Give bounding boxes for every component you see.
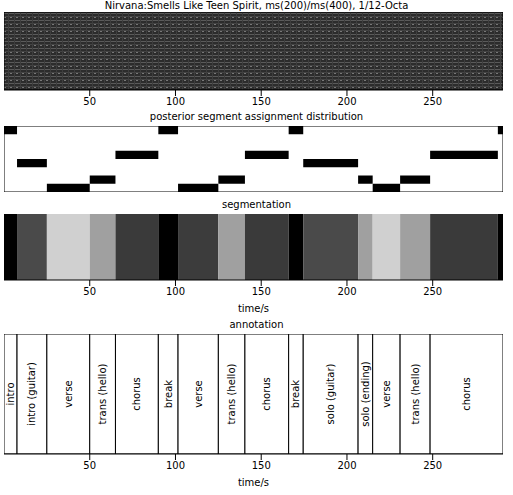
svg-text:trans (hello): trans (hello) — [410, 363, 421, 424]
svg-text:chorus: chorus — [261, 377, 272, 411]
svg-text:200: 200 — [337, 96, 356, 107]
svg-text:intro (guitar): intro (guitar) — [27, 362, 38, 426]
svg-text:intro: intro — [5, 382, 16, 405]
svg-text:chorus: chorus — [131, 377, 142, 411]
svg-text:50: 50 — [83, 286, 96, 297]
svg-text:50: 50 — [83, 460, 96, 471]
svg-text:time/s: time/s — [238, 477, 269, 488]
svg-text:break: break — [163, 380, 174, 409]
svg-text:trans (hello): trans (hello) — [226, 363, 237, 424]
svg-text:200: 200 — [337, 460, 356, 471]
html-text:annotation: annotation — [229, 319, 284, 330]
svg-text:100: 100 — [166, 460, 185, 471]
svg-text:verse: verse — [193, 380, 204, 408]
svg-text:100: 100 — [166, 286, 185, 297]
svg-text:250: 250 — [423, 460, 442, 471]
svg-text:150: 150 — [252, 460, 271, 471]
html-text:posterior segment assignment d: posterior segment assignment distributio… — [149, 111, 364, 122]
svg-text:250: 250 — [423, 96, 442, 107]
svg-text:time/s: time/s — [238, 303, 269, 314]
svg-text:150: 150 — [252, 96, 271, 107]
svg-text:verse: verse — [381, 380, 392, 408]
svg-text:100: 100 — [166, 96, 185, 107]
svg-text:solo (ending): solo (ending) — [360, 361, 371, 427]
svg-text:chorus: chorus — [461, 377, 472, 411]
html-text:Nirvana:Smells Like Teen Spiri: Nirvana:Smells Like Teen Spirit, ms(200)… — [104, 0, 409, 11]
svg-text:trans (hello): trans (hello) — [97, 363, 108, 424]
svg-text:250: 250 — [423, 286, 442, 297]
svg-text:break: break — [290, 380, 301, 409]
svg-text:solo (guitar): solo (guitar) — [325, 363, 336, 424]
svg-text:150: 150 — [252, 286, 271, 297]
svg-text:verse: verse — [63, 380, 74, 408]
html-text:segmentation: segmentation — [221, 199, 292, 210]
svg-text:50: 50 — [83, 96, 96, 107]
svg-text:200: 200 — [337, 286, 356, 297]
